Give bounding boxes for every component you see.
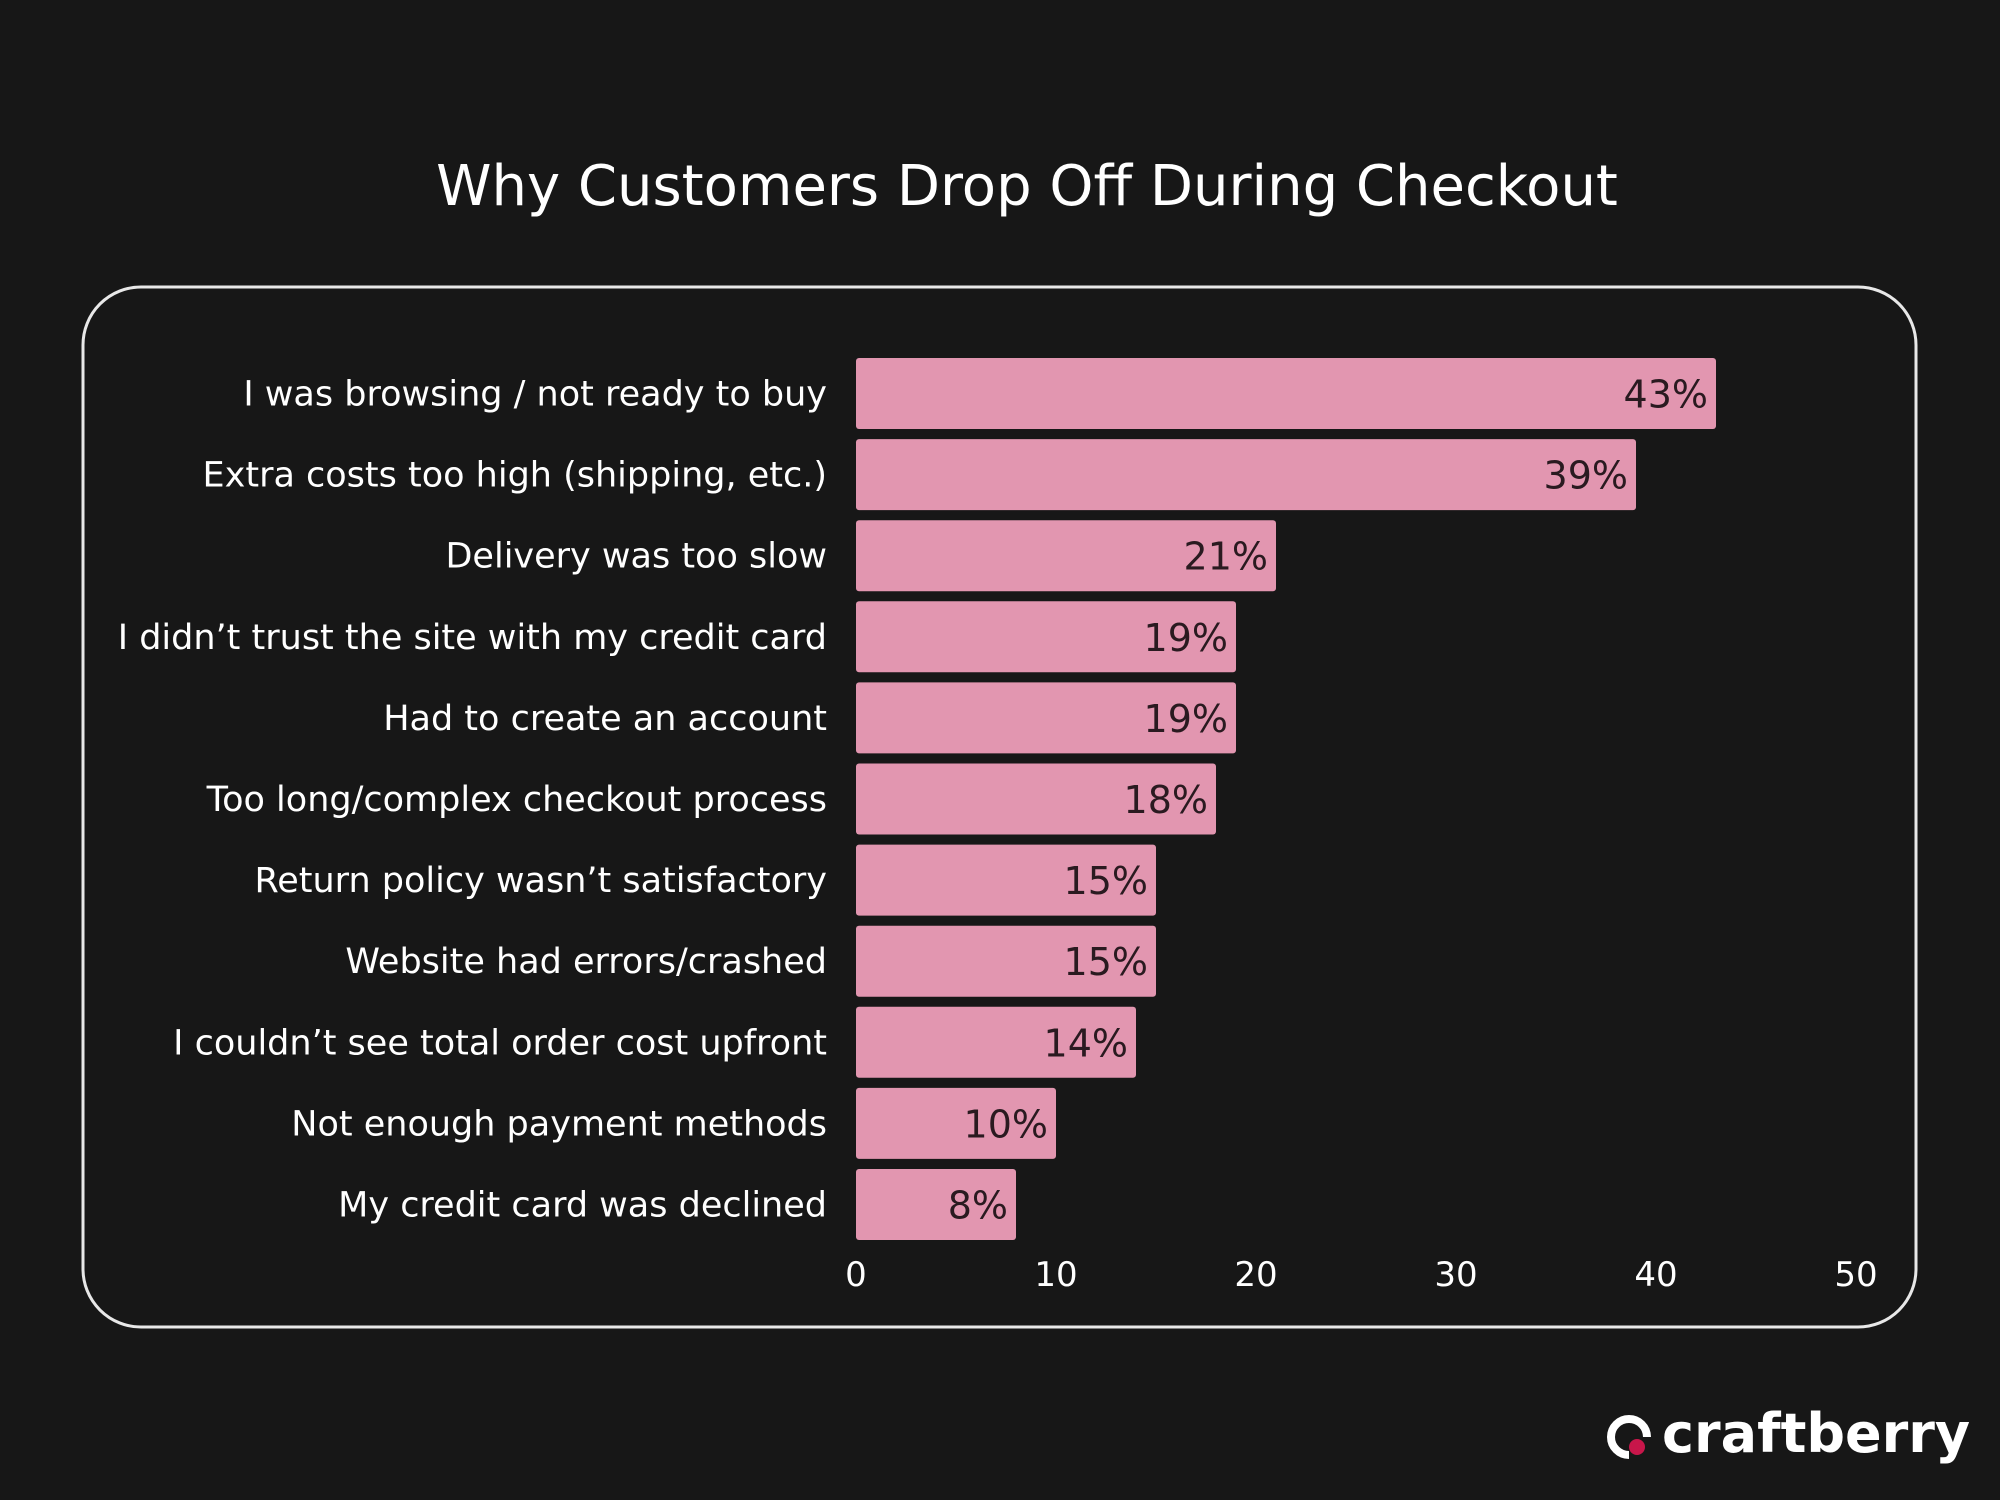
bar bbox=[856, 358, 1716, 429]
category-label: Website had errors/crashed bbox=[345, 942, 827, 982]
category-label: Too long/complex checkout process bbox=[206, 780, 827, 820]
x-tick-label: 0 bbox=[845, 1255, 867, 1295]
bar-row: Extra costs too high (shipping, etc.) 39% bbox=[203, 439, 1636, 511]
data-label: 43% bbox=[1624, 373, 1708, 417]
bar-row: Website had errors/crashed 15% bbox=[345, 925, 1156, 997]
x-tick-label: 50 bbox=[1834, 1255, 1877, 1295]
category-label: Had to create an account bbox=[383, 699, 827, 739]
x-axis-ticks: 0 10 20 30 40 50 bbox=[845, 1255, 1877, 1295]
bar bbox=[856, 1006, 1136, 1078]
bars-group: I was browsing / not ready to buy 43% Extr… bbox=[118, 358, 1716, 1240]
category-label: Extra costs too high (shipping, etc.) bbox=[203, 456, 827, 496]
data-label: 14% bbox=[1044, 1021, 1128, 1065]
bar-row: Not enough payment methods 10% bbox=[291, 1087, 1056, 1159]
x-tick-label: 40 bbox=[1634, 1255, 1677, 1295]
bar bbox=[856, 682, 1236, 754]
bar bbox=[856, 844, 1156, 916]
bar-row: Delivery was too slow 21% bbox=[445, 520, 1276, 592]
bar bbox=[856, 520, 1276, 592]
data-label: 19% bbox=[1144, 616, 1228, 660]
data-label: 39% bbox=[1544, 454, 1628, 498]
brand-logo: craftberry bbox=[1607, 1402, 1970, 1465]
bar-row: My credit card was declined 8% bbox=[338, 1169, 1016, 1240]
category-label: I was browsing / not ready to buy bbox=[243, 375, 827, 415]
logo-ring-icon bbox=[1607, 1415, 1651, 1459]
bar bbox=[856, 601, 1236, 673]
bar-row: Return policy wasn’t satisfactory 15% bbox=[254, 844, 1156, 916]
bar bbox=[856, 1087, 1056, 1159]
bar-row: Too long/complex checkout process 18% bbox=[206, 763, 1216, 835]
bar bbox=[856, 439, 1636, 511]
data-label: 19% bbox=[1144, 697, 1228, 741]
data-label: 15% bbox=[1064, 859, 1148, 903]
brand-name: craftberry bbox=[1662, 1402, 1970, 1465]
bar bbox=[856, 925, 1156, 997]
data-label: 15% bbox=[1064, 940, 1148, 984]
bar bbox=[856, 763, 1216, 835]
bar-row: I didn’t trust the site with my credit c… bbox=[118, 601, 1236, 673]
bar-row: Had to create an account 19% bbox=[383, 682, 1236, 754]
data-label: 21% bbox=[1184, 535, 1268, 579]
x-tick-label: 20 bbox=[1234, 1255, 1277, 1295]
chart-title: Why Customers Drop Off During Checkout bbox=[436, 154, 1618, 219]
bar-row: I couldn’t see total order cost upfront 1… bbox=[173, 1006, 1136, 1078]
category-label: Return policy wasn’t satisfactory bbox=[254, 861, 827, 901]
category-label: My credit card was declined bbox=[338, 1186, 827, 1226]
bar-row: I was browsing / not ready to buy 43% bbox=[243, 358, 1716, 429]
category-label: I didn’t trust the site with my credit c… bbox=[118, 618, 827, 658]
bar bbox=[856, 1169, 1016, 1240]
data-label: 10% bbox=[964, 1102, 1048, 1146]
data-label: 8% bbox=[948, 1184, 1008, 1228]
data-label: 18% bbox=[1124, 778, 1208, 822]
category-label: Delivery was too slow bbox=[445, 537, 827, 577]
category-label: I couldn’t see total order cost upfront bbox=[173, 1023, 827, 1063]
logo-dot-icon bbox=[1629, 1439, 1645, 1455]
chart-frame bbox=[81, 285, 1918, 1329]
category-label: Not enough payment methods bbox=[291, 1104, 827, 1144]
x-tick-label: 30 bbox=[1434, 1255, 1477, 1295]
x-tick-label: 10 bbox=[1034, 1255, 1077, 1295]
